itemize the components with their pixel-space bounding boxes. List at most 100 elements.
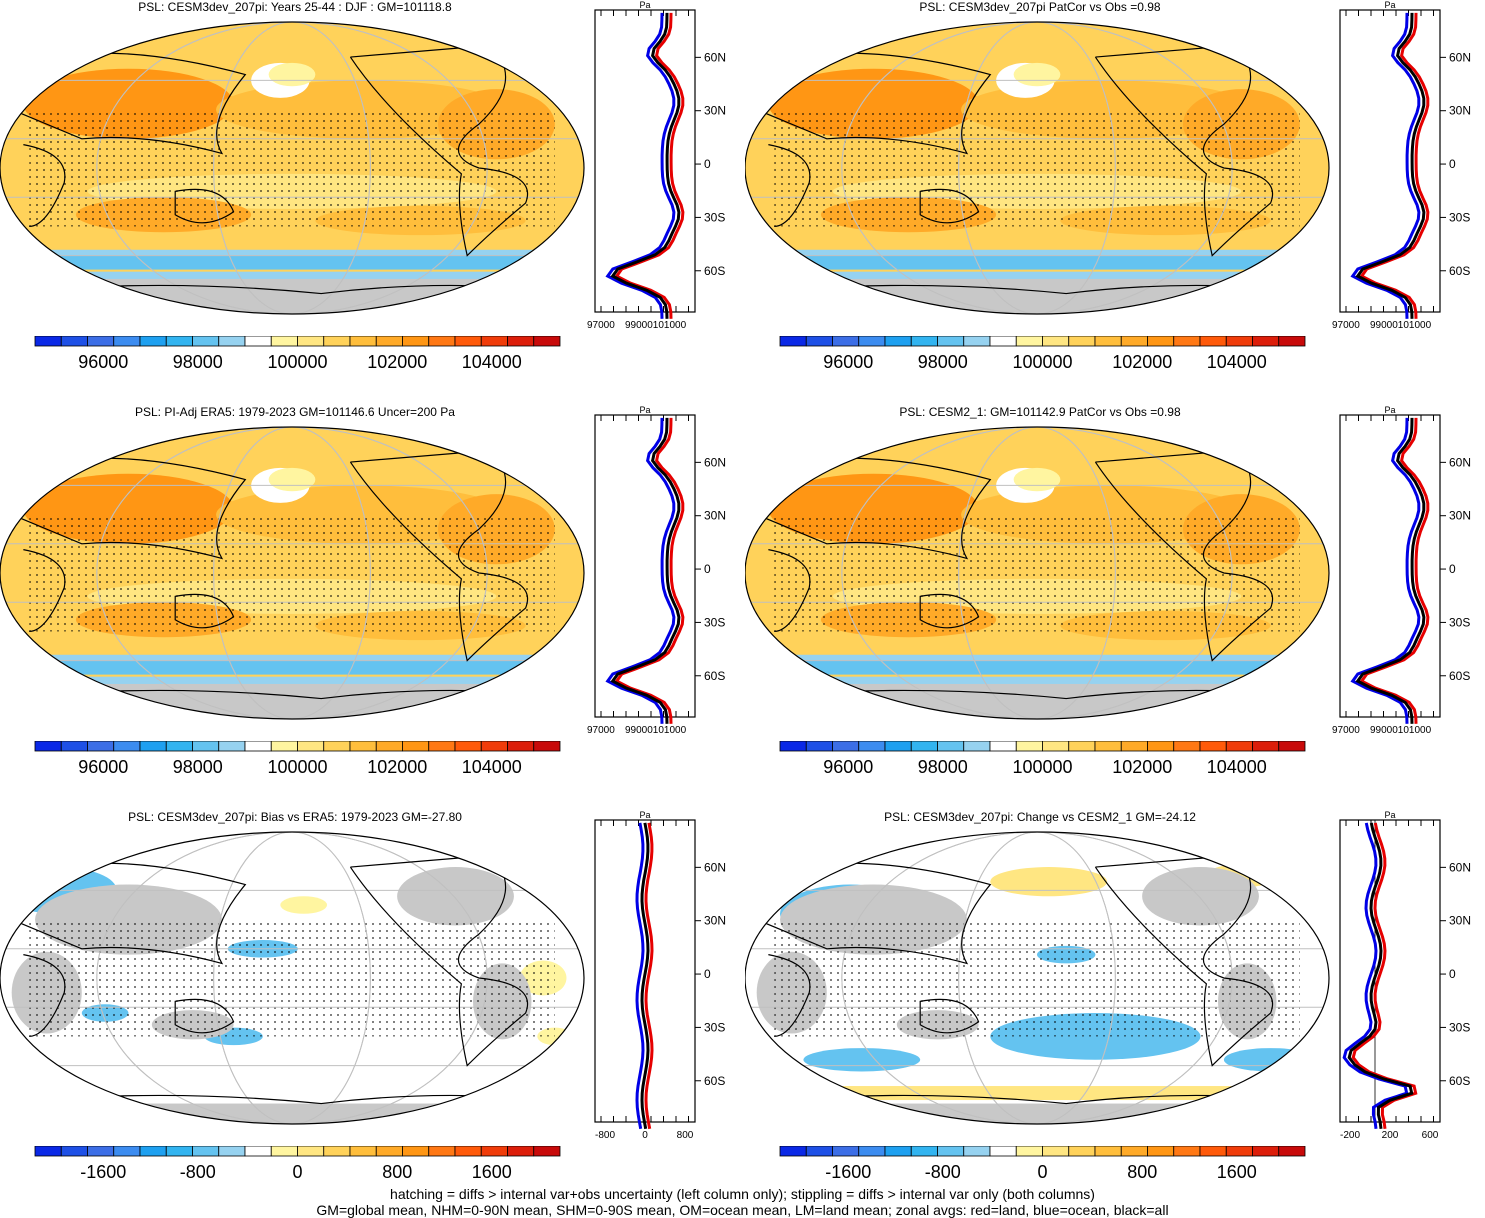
colorbar-swatch <box>1252 1146 1280 1157</box>
colorbar-swatch <box>60 336 88 347</box>
zonal-x-tick: -200 <box>1340 1130 1360 1141</box>
map-panel: PSL: CESM2_1: GM=101142.9 PatCor vs Obs … <box>745 405 1485 811</box>
field-blob <box>1013 62 1061 87</box>
colorbar-tick: 96000 <box>823 757 873 777</box>
zonal-mean-plot: Pa 60N 30N 0 30S 60S 97000 99000101000 <box>1332 0 1471 331</box>
colorbar-swatch <box>963 741 991 752</box>
colorbar-swatch <box>375 336 403 347</box>
colorbar-swatch <box>779 336 807 347</box>
graticule <box>0 427 584 719</box>
colorbar-swatch <box>113 1146 141 1157</box>
zonal-lat-tick: 60N <box>1449 860 1471 874</box>
graticule <box>745 427 1329 719</box>
colorbar-swatch <box>428 336 456 347</box>
colorbar-swatch <box>910 741 938 752</box>
zonal-line-ocean <box>1350 12 1421 319</box>
colorbar-swatch <box>884 1146 912 1157</box>
colorbar-swatch <box>1173 741 1201 752</box>
zonal-lat-tick: 30S <box>1449 615 1470 629</box>
panel-title: PSL: PI-Adj ERA5: 1979-2023 GM=101146.6 … <box>135 405 455 419</box>
zonal-line-all <box>610 12 681 319</box>
colorbar-tick: 96000 <box>78 352 128 372</box>
zonal-unit: Pa <box>639 0 650 10</box>
map-plot <box>745 21 1330 315</box>
colorbar-swatch <box>165 1146 193 1157</box>
zonal-lat-tick: 30N <box>704 104 726 118</box>
zonal-line-land <box>644 822 654 1130</box>
colorbar-tick: 100000 <box>267 757 327 777</box>
zonal-line-ocean <box>1350 417 1421 724</box>
colorbar-swatch <box>192 741 220 752</box>
colorbar: -1600 -800 0 800 1600 <box>779 1146 1306 1182</box>
colorbar-tick: 98000 <box>918 352 968 372</box>
zonal-unit: Pa <box>1384 405 1395 415</box>
colorbar: 96000 98000 100000 102000 104000 <box>34 336 561 372</box>
colorbar-swatch <box>832 741 860 752</box>
colorbar-swatch <box>1068 741 1096 752</box>
map-panel: PSL: CESM3dev_207pi: Change vs CESM2_1 G… <box>745 810 1485 1216</box>
antarctica <box>745 683 1329 719</box>
colorbar-swatch <box>349 336 377 347</box>
colorbar-tick: 100000 <box>1012 757 1072 777</box>
zonal-line-all <box>1355 12 1426 319</box>
colorbar-swatch <box>139 1146 167 1157</box>
zonal-lat-tick: 30S <box>704 1020 725 1034</box>
colorbar-swatch <box>1120 741 1148 752</box>
colorbar-swatch <box>507 741 535 752</box>
zonal-x-tick: 97000 <box>1332 725 1360 736</box>
zonal-line-ocean <box>635 822 645 1130</box>
colorbar-swatch <box>297 1146 325 1157</box>
stippling <box>29 514 555 632</box>
colorbar-swatch <box>805 336 833 347</box>
graticule <box>0 22 584 314</box>
colorbar-swatch <box>963 336 991 347</box>
colorbar-swatch <box>165 336 193 347</box>
colorbar-swatch <box>910 336 938 347</box>
zonal-lat-tick: 30N <box>1449 509 1471 523</box>
zonal-line-all <box>1347 822 1414 1129</box>
colorbar-swatch <box>34 1146 62 1157</box>
map-outline <box>0 21 585 315</box>
colorbar-swatch <box>1068 336 1096 347</box>
stippling <box>29 109 555 227</box>
colorbar-swatch <box>989 1146 1017 1157</box>
map-panel: PSL: PI-Adj ERA5: 1979-2023 GM=101146.6 … <box>0 405 742 811</box>
antarctica <box>0 278 584 314</box>
zonal-lat-tick: 0 <box>1449 562 1456 576</box>
zonal-lat-tick: 30N <box>1449 104 1471 118</box>
colorbar-swatch <box>1094 1146 1122 1157</box>
zonal-lat-tick: 30N <box>1449 914 1471 928</box>
footer-line-2: GM=global mean, NHM=0-90N mean, SHM=0-90… <box>316 1202 1169 1218</box>
zonal-lat-tick: 0 <box>704 562 711 576</box>
colorbar-swatch <box>1120 336 1148 347</box>
zonal-lat-tick: 0 <box>704 157 711 171</box>
colorbar-tick: 102000 <box>367 757 427 777</box>
colorbar-swatch <box>402 741 430 752</box>
colorbar-swatch <box>1225 1146 1253 1157</box>
zonal-x-tick: 97000 <box>1332 320 1360 331</box>
zonal-lat-tick: 0 <box>1449 967 1456 981</box>
graticule <box>745 22 1329 314</box>
colorbar-swatch <box>34 741 62 752</box>
zonal-unit: Pa <box>639 405 650 415</box>
colorbar-tick: 96000 <box>823 352 873 372</box>
stippling <box>774 514 1300 632</box>
colorbar-tick: 0 <box>1037 1162 1047 1182</box>
zonal-lat-tick: 60N <box>1449 455 1471 469</box>
colorbar-tick: 1600 <box>472 1162 512 1182</box>
zonal-frame <box>1339 9 1441 313</box>
zonal-lat-tick: 60S <box>704 1074 725 1088</box>
zonal-lat-tick: 30S <box>1449 1020 1470 1034</box>
colorbar-tick: 98000 <box>173 757 223 777</box>
footer-line-1: hatching = diffs > internal var+obs unce… <box>390 1186 1095 1202</box>
colorbar-swatch <box>1252 741 1280 752</box>
colorbar-swatch <box>832 336 860 347</box>
colorbar-swatch <box>244 1146 272 1157</box>
colorbar-tick: 100000 <box>1012 352 1072 372</box>
colorbar-swatch <box>218 1146 246 1157</box>
map-panel: PSL: CESM3dev_207pi: Bias vs ERA5: 1979-… <box>0 810 742 1216</box>
map-plot <box>745 831 1330 1125</box>
colorbar-tick: -800 <box>180 1162 216 1182</box>
zonal-lat-tick: 0 <box>704 967 711 981</box>
colorbar-swatch <box>244 336 272 347</box>
